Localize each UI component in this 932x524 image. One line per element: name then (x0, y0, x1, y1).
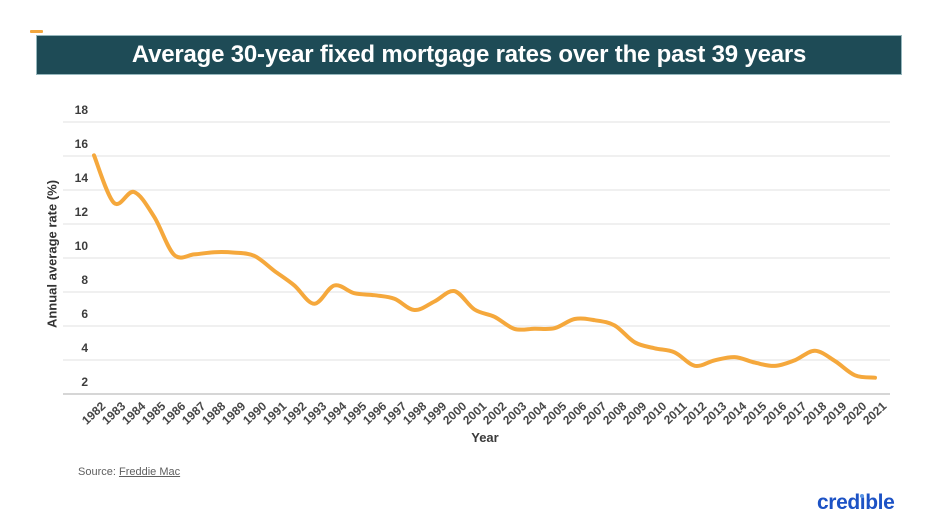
chart-title: Average 30-year fixed mortgage rates ove… (131, 41, 807, 68)
y-tick-label: 8 (81, 273, 88, 287)
y-tick-label: 2 (81, 375, 88, 389)
source-line: Source: Freddie Mac (78, 466, 180, 478)
gridlines (63, 121, 890, 395)
freddie-mac-link[interactable]: Freddie Mac (118, 466, 181, 478)
x-axis-title: Year (471, 430, 499, 445)
y-tick-label: 18 (74, 103, 88, 117)
chart-title-bar: Average 30-year fixed mortgage rates ove… (36, 35, 902, 75)
y-tick-label: 4 (81, 341, 88, 355)
y-tick-label: 16 (74, 137, 88, 151)
y-tick-label: 12 (74, 205, 88, 219)
mortgage-rate-line (92, 153, 877, 380)
brand-logo: credıble (817, 491, 895, 514)
brand-i-dot: ı (859, 491, 866, 514)
y-tick-label: 14 (74, 171, 88, 185)
accent-dash (30, 30, 43, 33)
y-tick-label: 10 (74, 239, 88, 253)
source-prefix: Source: (78, 466, 119, 478)
y-tick-label: 6 (81, 307, 88, 321)
